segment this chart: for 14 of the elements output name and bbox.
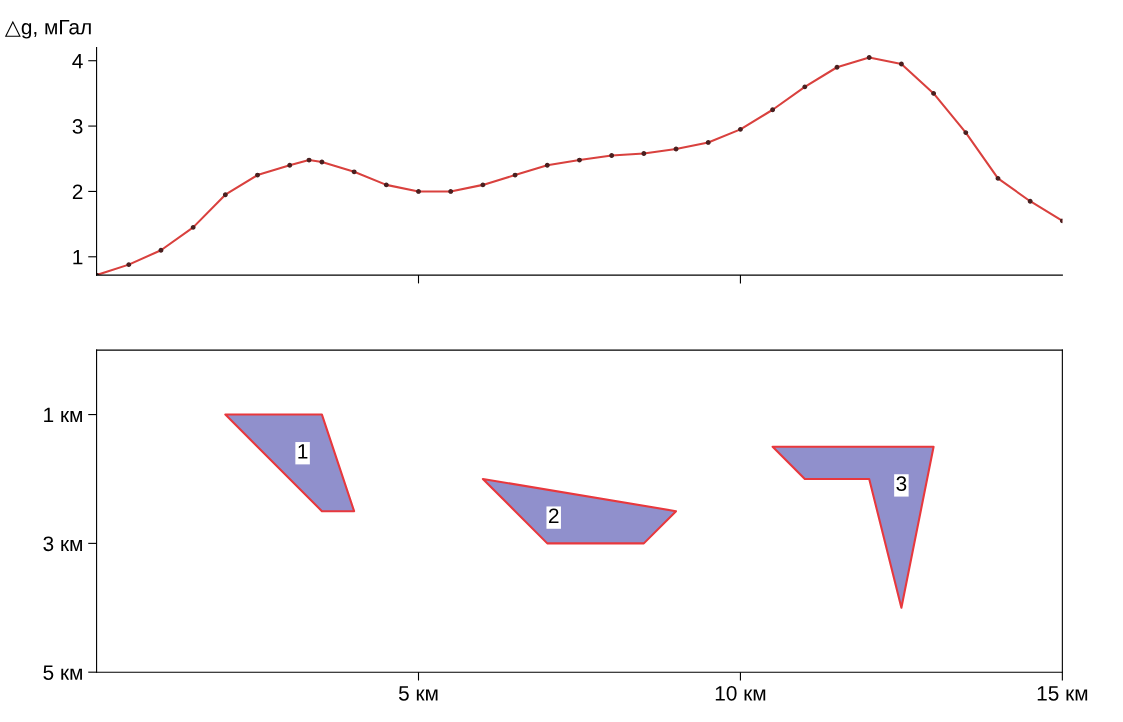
y-tick-label: 4	[72, 53, 83, 69]
y-axis-title: △g, мГал	[4, 19, 91, 39]
annotation: 1	[298, 444, 308, 459]
y-tick-label: 3	[72, 119, 83, 134]
y-tick-label: 1 км	[44, 407, 82, 423]
x-tick-label: 15 км	[1037, 686, 1088, 701]
y-tick-label: 2	[72, 184, 83, 199]
y-tick-label: 5 км	[43, 665, 82, 680]
x-tick-label: 5 км	[398, 686, 438, 701]
annotation: 3	[896, 476, 907, 492]
x-tick-label: 10 км	[715, 685, 766, 701]
annotation: 2	[548, 508, 559, 523]
y-tick-label: 3 км	[43, 536, 82, 552]
y-tick-label: 1	[73, 250, 83, 265]
